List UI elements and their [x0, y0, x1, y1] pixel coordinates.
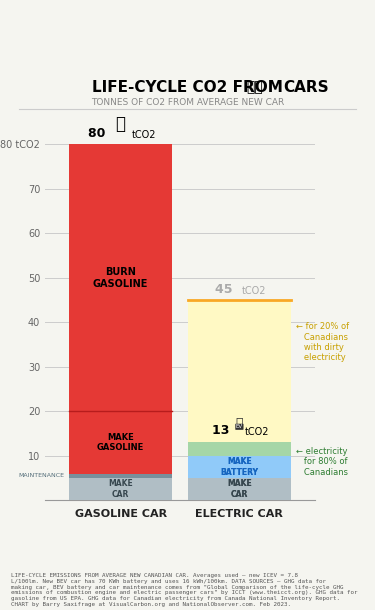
Text: 🚗: 🚗: [116, 115, 126, 133]
Text: 13: 13: [212, 424, 234, 437]
Text: MAKE
CAR: MAKE CAR: [108, 479, 133, 499]
Bar: [188, 478, 291, 500]
Bar: [188, 478, 291, 500]
Text: tCO2: tCO2: [245, 427, 269, 437]
Text: ← for 20% of
   Canadians
   with dirty
   electricity: ← for 20% of Canadians with dirty electr…: [296, 322, 349, 362]
Bar: [188, 456, 291, 478]
Bar: [188, 456, 291, 478]
Bar: [69, 144, 172, 411]
Bar: [188, 300, 291, 500]
Bar: [69, 478, 172, 500]
Text: 🚗: 🚗: [236, 417, 243, 430]
Bar: [69, 473, 172, 478]
Text: TONNES OF CO2 FROM AVERAGE NEW CAR: TONNES OF CO2 FROM AVERAGE NEW CAR: [91, 98, 284, 107]
Text: LIFE-CYCLE CO2 FROM: LIFE-CYCLE CO2 FROM: [92, 79, 283, 95]
Text: tCO2: tCO2: [242, 287, 267, 296]
Text: EV: EV: [236, 425, 243, 429]
Text: 80: 80: [88, 127, 110, 140]
Text: 45: 45: [215, 284, 237, 296]
Bar: [69, 411, 172, 473]
Text: ← electricity
   for 80% of
   Canadians: ← electricity for 80% of Canadians: [296, 447, 348, 476]
Text: LIFE-CYCLE EMISSIONS FROM AVERAGE NEW CANADIAN CAR. Averages used – new ICEV = 7: LIFE-CYCLE EMISSIONS FROM AVERAGE NEW CA…: [11, 573, 358, 607]
Text: MAKE
CAR: MAKE CAR: [227, 479, 252, 499]
Text: CARS: CARS: [283, 79, 328, 95]
Text: MAKE
GASOLINE: MAKE GASOLINE: [97, 432, 144, 452]
Text: BURN
GASOLINE: BURN GASOLINE: [93, 267, 148, 289]
Text: tCO2: tCO2: [131, 130, 156, 140]
Text: MAINTENANCE: MAINTENANCE: [18, 473, 64, 478]
Text: 🇨🇦: 🇨🇦: [247, 81, 263, 95]
Bar: [188, 442, 291, 456]
Text: MAKE
CAR: MAKE CAR: [227, 479, 252, 499]
Bar: [188, 442, 291, 456]
Text: MAKE
BATTERY: MAKE BATTERY: [220, 457, 258, 476]
Text: MAKE
BATTERY: MAKE BATTERY: [220, 457, 258, 476]
